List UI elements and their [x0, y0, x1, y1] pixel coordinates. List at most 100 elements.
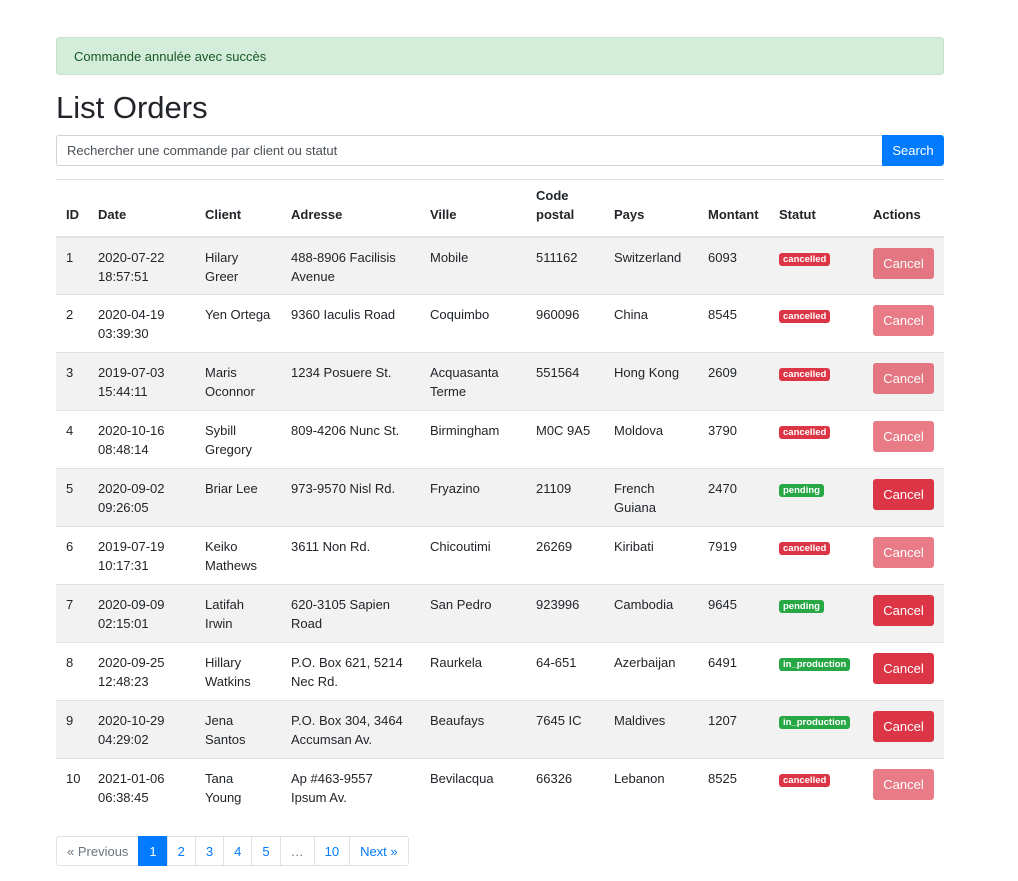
cell-status: cancelled	[769, 236, 863, 295]
cell-city: San Pedro	[420, 584, 526, 643]
next-page-button[interactable]: Next »	[349, 836, 409, 866]
cell-date: 2020-10-16 08:48:14	[88, 410, 195, 469]
cell-amount: 7919	[698, 526, 769, 585]
page-link-4[interactable]: 4	[223, 836, 253, 866]
cell-date: 2020-10-29 04:29:02	[88, 700, 195, 759]
cell-city: Raurkela	[420, 642, 526, 701]
table-row: 6 2019-07-19 10:17:31 Keiko Mathews 3611 No…	[56, 526, 944, 585]
header-city: Ville	[420, 179, 526, 238]
cell-status: cancelled	[769, 352, 863, 411]
table-row: 8 2020-09-25 12:48:23 Hillary Watkins P.O. …	[56, 642, 944, 701]
cell-status: cancelled	[769, 294, 863, 353]
orders-table: ID Date Client Adresse Ville Code postal…	[56, 179, 944, 817]
status-badge: cancelled	[779, 368, 831, 381]
cell-status: cancelled	[769, 410, 863, 469]
cell-address: 3611 Non Rd.	[281, 526, 420, 585]
cell-postal-code: 21109	[526, 468, 604, 527]
cell-postal-code: 7645 IC	[526, 700, 604, 759]
cell-client: Tana Young	[195, 758, 281, 817]
cell-postal-code: 66326	[526, 758, 604, 817]
cell-actions: Cancel	[863, 584, 944, 643]
page-link-3[interactable]: 3	[194, 836, 225, 866]
page-link-2[interactable]: 2	[166, 836, 196, 866]
orders-table-body: 1 2020-07-22 18:57:51 Hilary Greer 488-8906…	[56, 236, 944, 817]
cell-postal-code: 960096	[526, 294, 604, 353]
cell-address: P.O. Box 304, 3464 Accumsan Av.	[281, 700, 420, 759]
cell-country: Cambodia	[604, 584, 698, 643]
cell-client: Yen Ortega	[195, 294, 281, 353]
page-link-10[interactable]: 10	[313, 836, 351, 866]
cell-postal-code: 64-651	[526, 642, 604, 701]
cell-amount: 9645	[698, 584, 769, 643]
status-badge: in_production	[779, 716, 851, 729]
cancel-button[interactable]: Cancel	[873, 653, 934, 684]
cell-address: 809-4206 Nunc St.	[281, 410, 420, 469]
cell-client: Sybill Gregory	[195, 410, 281, 469]
cancel-button: Cancel	[873, 537, 934, 568]
cancel-button: Cancel	[873, 247, 934, 279]
cell-address: 9360 Iaculis Road	[281, 294, 420, 353]
page-link-1[interactable]: 1	[138, 836, 168, 866]
cell-client: Maris Oconnor	[195, 352, 281, 411]
cell-client: Jena Santos	[195, 700, 281, 759]
cell-actions: Cancel	[863, 410, 944, 469]
cell-id: 5	[56, 468, 88, 527]
cancel-button[interactable]: Cancel	[873, 479, 934, 510]
search-input[interactable]	[56, 135, 882, 166]
cell-actions: Cancel	[863, 700, 944, 759]
cell-country: Switzerland	[604, 236, 698, 295]
cell-postal-code: 511162	[526, 236, 604, 295]
status-badge: pending	[779, 484, 824, 497]
cell-country: Hong Kong	[604, 352, 698, 411]
cell-country: Maldives	[604, 700, 698, 759]
cell-postal-code: 26269	[526, 526, 604, 585]
header-id: ID	[56, 179, 88, 238]
cancel-button[interactable]: Cancel	[873, 711, 934, 742]
header-postal-code: Code postal	[526, 179, 604, 238]
page-link-5[interactable]: 5	[251, 836, 281, 866]
cell-status: pending	[769, 584, 863, 643]
cell-status: pending	[769, 468, 863, 527]
cell-city: Mobile	[420, 236, 526, 295]
success-alert: Commande annulée avec succès	[56, 37, 944, 75]
cell-city: Chicoutimi	[420, 526, 526, 585]
cell-id: 7	[56, 584, 88, 643]
cell-id: 2	[56, 294, 88, 353]
cell-city: Beaufays	[420, 700, 526, 759]
cell-country: Lebanon	[604, 758, 698, 817]
cancel-button: Cancel	[873, 421, 934, 452]
cell-id: 4	[56, 410, 88, 469]
cell-date: 2020-07-22 18:57:51	[88, 236, 195, 295]
cell-amount: 8525	[698, 758, 769, 817]
pagination-ellipsis: …	[279, 836, 315, 866]
cell-id: 3	[56, 352, 88, 411]
cell-postal-code: 923996	[526, 584, 604, 643]
cancel-button: Cancel	[873, 363, 934, 394]
search-form: Search	[56, 135, 944, 166]
cell-date: 2021-01-06 06:38:45	[88, 758, 195, 817]
cell-address: 973-9570 Nisl Rd.	[281, 468, 420, 527]
status-badge: in_production	[779, 658, 851, 671]
cell-country: Azerbaijan	[604, 642, 698, 701]
cancel-button[interactable]: Cancel	[873, 595, 934, 626]
header-country: Pays	[604, 179, 698, 238]
cell-actions: Cancel	[863, 236, 944, 295]
cell-amount: 1207	[698, 700, 769, 759]
header-actions: Actions	[863, 179, 944, 238]
cell-amount: 6093	[698, 236, 769, 295]
header-status: Statut	[769, 179, 863, 238]
cancel-button: Cancel	[873, 305, 934, 336]
status-badge: cancelled	[779, 542, 831, 555]
cell-country: French Guiana	[604, 468, 698, 527]
search-button[interactable]: Search	[882, 135, 944, 166]
cell-status: in_production	[769, 642, 863, 701]
table-row: 2 2020-04-19 03:39:30 Yen Ortega 9360 Iacul…	[56, 294, 944, 353]
cell-status: cancelled	[769, 526, 863, 585]
cell-country: China	[604, 294, 698, 353]
table-row: 9 2020-10-29 04:29:02 Jena Santos P.O. Box …	[56, 700, 944, 759]
cell-date: 2019-07-19 10:17:31	[88, 526, 195, 585]
cell-city: Acquasanta Terme	[420, 352, 526, 411]
cell-amount: 6491	[698, 642, 769, 701]
cell-city: Bevilacqua	[420, 758, 526, 817]
cell-address: P.O. Box 621, 5214 Nec Rd.	[281, 642, 420, 701]
